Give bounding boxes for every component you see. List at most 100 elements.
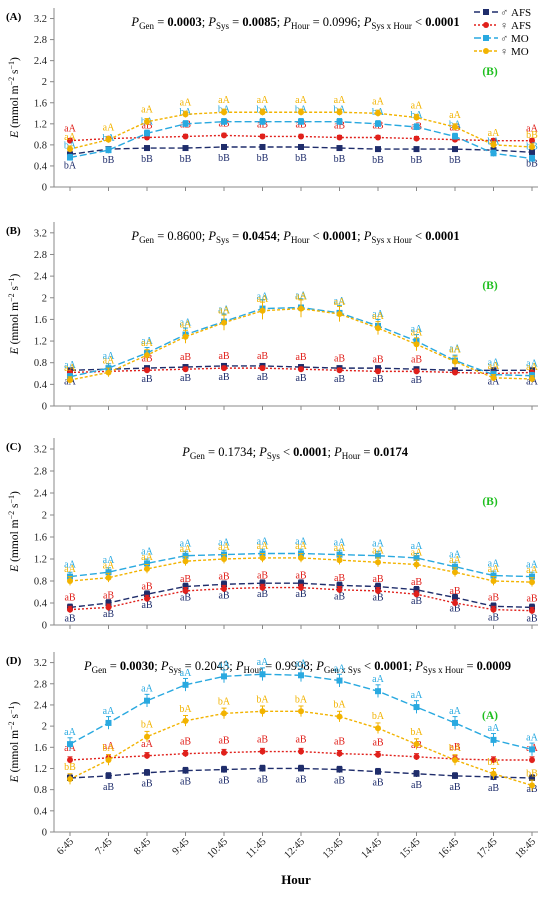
y-tick-label: 2.8 [34,35,47,46]
stats-segment: Gen [139,235,154,245]
point-label: aB [141,600,152,611]
stats-segment: Sys [267,451,281,461]
x-tick-label: 12:45 [282,836,307,861]
legend-entry-1: ♂ AFS [474,7,531,19]
point-label: aA [257,657,269,668]
x-tick-label: 10:45 [205,836,230,861]
stats-segment: P [333,445,342,459]
point-label: aA [103,561,115,572]
point-label: aA [526,124,538,135]
stats-segment: P [282,229,291,243]
point-label: aB [257,372,268,383]
point-label: aB [180,737,191,748]
significance-letter: (B) [482,280,498,292]
point-label: aB [257,589,268,600]
point-label: aB [372,593,383,604]
data-point [221,749,227,756]
y-tick-label: 2.8 [34,467,47,478]
data-point [375,751,381,758]
data-point [490,367,497,374]
data-point [413,123,420,130]
point-label: aA [103,351,115,362]
data-point [144,560,150,567]
point-label: aB [64,613,75,624]
point-label: aA [218,306,230,317]
y-axis-label-part: −1 [7,61,16,70]
data-point [490,736,497,743]
series-3: aA aA aA aA aA aA aA aA aA aA aA aA aA [64,657,539,756]
y-axis-label-part: (mmol m [9,85,21,130]
data-point [221,132,227,139]
point-label: aA [141,105,153,116]
point-label: aA [411,541,423,552]
data-point [452,146,458,153]
point-label: aB [295,571,306,582]
point-label: aA [372,309,384,320]
data-point [144,118,150,125]
data-point [529,782,535,789]
data-point [452,563,458,570]
point-label: aB [526,613,537,624]
data-point [452,369,458,376]
x-tick-label: 14:45 [359,836,384,861]
point-label: aA [411,690,423,701]
stats-segment: = [107,659,120,673]
data-point [221,710,227,717]
data-point [105,574,112,581]
y-tick-label: 0.8 [34,577,47,588]
panel-label: (C) [6,441,22,453]
data-point [105,757,112,763]
series-1: aB aB aB aB aB aB aB aB aB aB aB aB [67,764,538,795]
data-point [67,377,73,384]
data-point [144,697,150,704]
point-label: aB [372,778,383,789]
data-point [67,606,73,613]
point-label: aB [334,737,345,748]
point-label: aA [103,706,115,717]
y-tick-label: 1.2 [34,555,47,566]
point-label: bB [449,155,461,166]
point-label: aB [411,596,422,607]
data-point [336,551,343,558]
series-4: bB bA bA bA bA bA bA bA bA bA bA bA bB [64,694,538,791]
data-point [67,146,73,153]
stats-segment: Hour [291,21,310,31]
data-point [182,133,189,140]
data-point [144,565,150,572]
data-point [182,583,189,590]
point-label: aA [411,327,423,338]
point-label: bA [449,743,462,754]
point-label: aB [449,742,460,753]
data-point [336,586,343,593]
legend-label: AFS [511,20,531,32]
point-label: aB [411,375,422,386]
data-point [221,673,227,680]
point-label: aA [488,128,500,139]
y-tick-label: 2 [42,722,47,733]
data-point [259,584,266,591]
data-point [529,579,535,586]
data-point [298,580,304,587]
legend-marker [483,48,489,54]
stats-segment: P [160,659,169,673]
data-point [105,772,112,779]
data-point [375,146,381,153]
data-point [413,704,420,711]
point-label: aA [257,292,269,303]
stats-segment: P [235,659,244,673]
chart-panel-1: 00.40.81.21.622.42.83.2(A) PGen = 0.0003;… [6,8,539,194]
point-label: aA [488,559,500,570]
point-label: aA [334,543,346,554]
data-point [298,748,304,755]
point-label: aA [180,320,192,331]
stats-segment: Sys [216,21,230,31]
x-tick-label: 16:45 [436,836,461,861]
point-label: bB [372,155,384,166]
data-point [375,365,381,372]
y-axis-label: E (mmol m−2 s−1) [7,491,21,573]
point-label: aB [334,374,345,385]
point-label: aA [295,541,307,552]
data-point [259,708,266,715]
point-label: aB [218,572,229,583]
y-tick-label: 1.6 [34,743,47,754]
